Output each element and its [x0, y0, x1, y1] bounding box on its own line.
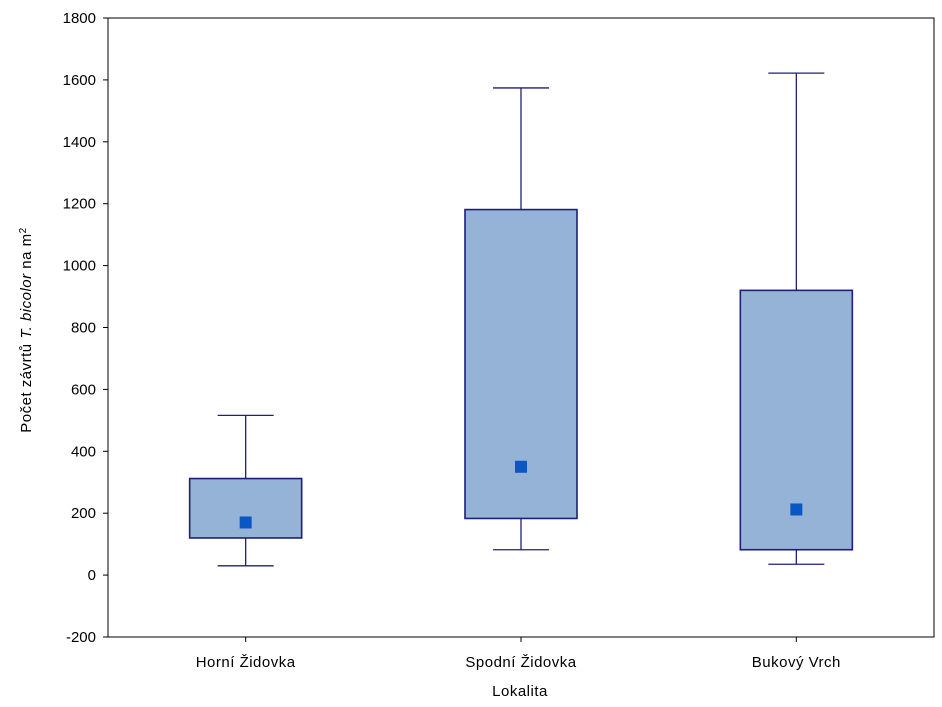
y-tick-label: 1000 — [63, 258, 96, 275]
box-group — [188, 414, 303, 567]
median-marker — [790, 503, 803, 516]
y-axis-label: Počet závrtů T. bicolor na m2 — [18, 227, 36, 432]
box-group — [464, 87, 578, 551]
median-marker — [239, 516, 252, 529]
y-tick-label: 1200 — [63, 196, 96, 213]
x-axis-label: Lokalita — [492, 683, 548, 700]
y-tick-label: 1400 — [63, 134, 96, 151]
y-axis-label-suffix: na m — [18, 233, 35, 273]
box-group — [739, 72, 854, 565]
median-marker — [515, 460, 527, 473]
y-tick-label: 200 — [71, 505, 96, 522]
y-tick-label: 1600 — [63, 72, 96, 89]
y-tick-label: 600 — [71, 381, 96, 398]
y-tick-label: 1800 — [63, 10, 96, 27]
y-tick-label: 0 — [88, 567, 96, 584]
x-tick-label: Bukový Vrch — [752, 654, 841, 671]
x-tick-label: Spodní Židovka — [465, 654, 576, 671]
x-tick-label: Horní Židovka — [196, 654, 296, 671]
y-axis-label-superscript: 2 — [18, 227, 29, 233]
y-axis-label-species: T. bicolor — [18, 273, 35, 339]
y-axis-label-prefix: Počet závrtů — [18, 339, 35, 433]
y-tick-label: 400 — [71, 443, 96, 460]
iqr-box — [188, 477, 303, 539]
y-tick-label: 800 — [71, 320, 96, 337]
y-tick-label: -200 — [66, 629, 96, 646]
